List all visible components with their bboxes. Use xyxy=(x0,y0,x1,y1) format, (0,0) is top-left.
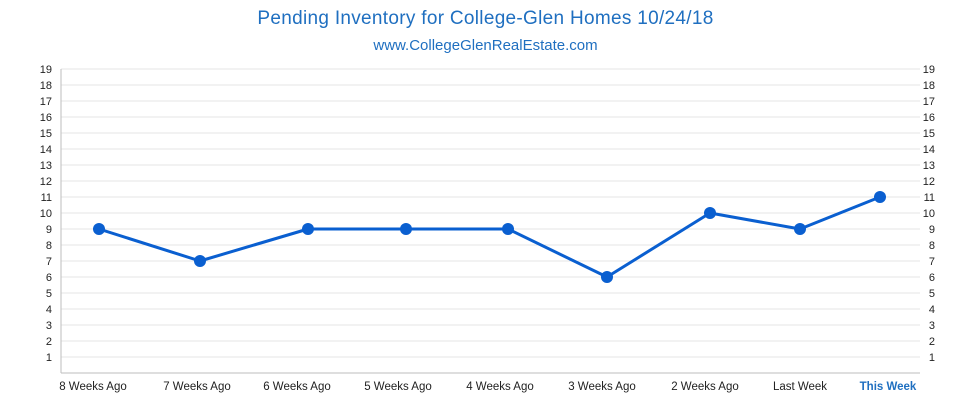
y-tick-label-left: 1 xyxy=(46,352,52,364)
y-tick-label-right: 4 xyxy=(929,304,935,316)
data-point xyxy=(400,223,412,235)
y-tick-label-right: 18 xyxy=(923,80,935,92)
data-point xyxy=(502,223,514,235)
y-tick-label-left: 2 xyxy=(46,336,52,348)
y-tick-label-right: 16 xyxy=(923,112,935,124)
data-point xyxy=(302,223,314,235)
y-tick-label-left: 4 xyxy=(46,304,52,316)
data-point xyxy=(194,255,206,267)
x-tick-label: 3 Weeks Ago xyxy=(568,381,636,393)
x-tick-label: 8 Weeks Ago xyxy=(59,381,127,393)
x-tick-label: 7 Weeks Ago xyxy=(163,381,231,393)
data-point xyxy=(794,223,806,235)
y-tick-label-right: 1 xyxy=(929,352,935,364)
x-axis-ticks: 8 Weeks Ago 7 Weeks Ago 6 Weeks Ago 5 Weeks… xyxy=(59,381,917,393)
chart-title: Pending Inventory for College-Glen Homes… xyxy=(257,8,714,29)
x-tick-label: Last Week xyxy=(773,381,827,393)
y-tick-label-left: 15 xyxy=(40,128,52,140)
y-tick-label-right: 9 xyxy=(929,224,935,236)
y-tick-label-right: 15 xyxy=(923,128,935,140)
y-tick-label-left: 6 xyxy=(46,272,52,284)
chart-subtitle: www.CollegeGlenRealEstate.com xyxy=(373,37,598,54)
y-tick-label-right: 11 xyxy=(924,192,935,204)
x-tick-label: This Week xyxy=(860,381,917,393)
y-tick-label-right: 19 xyxy=(923,64,935,76)
y-tick-label-left: 17 xyxy=(40,96,52,108)
y-tick-label-right: 17 xyxy=(923,96,935,108)
data-point xyxy=(704,207,716,219)
y-tick-label-right: 14 xyxy=(923,144,935,156)
series-pending-inventory xyxy=(93,191,886,283)
y-tick-label-right: 12 xyxy=(923,176,935,188)
x-tick-label: 5 Weeks Ago xyxy=(364,381,432,393)
y-tick-label-left: 14 xyxy=(40,144,52,156)
data-point xyxy=(874,191,886,203)
y-tick-label-right: 6 xyxy=(929,272,935,284)
y-tick-label-left: 12 xyxy=(40,176,52,188)
x-tick-label: 2 Weeks Ago xyxy=(671,381,739,393)
y-tick-label-right: 10 xyxy=(923,208,935,220)
y-tick-label-left: 13 xyxy=(40,160,52,172)
axes xyxy=(60,69,920,374)
y-tick-label-left: 5 xyxy=(46,288,52,300)
gridlines xyxy=(61,68,920,358)
y-tick-label-right: 2 xyxy=(929,336,935,348)
y-tick-label-left: 18 xyxy=(40,80,52,92)
series-line xyxy=(98,195,881,279)
y-tick-label-right: 5 xyxy=(929,288,935,300)
y-tick-label-right: 7 xyxy=(929,256,935,268)
y-tick-label-left: 3 xyxy=(46,320,52,332)
data-point xyxy=(93,223,105,235)
y-tick-label-left: 10 xyxy=(40,208,52,220)
y-tick-label-right: 3 xyxy=(929,320,935,332)
y-tick-label-left: 16 xyxy=(40,112,52,124)
x-tick-label: 4 Weeks Ago xyxy=(466,381,534,393)
y-tick-label-left: 19 xyxy=(40,64,52,76)
y-tick-label-left: 11 xyxy=(41,192,52,204)
x-tick-label: 6 Weeks Ago xyxy=(263,381,331,393)
y-tick-label-right: 13 xyxy=(923,160,935,172)
y-tick-label-left: 7 xyxy=(46,256,52,268)
y-tick-label-left: 9 xyxy=(46,224,52,236)
y-tick-label-right: 8 xyxy=(929,240,935,252)
y-tick-label-left: 8 xyxy=(46,240,52,252)
data-point xyxy=(601,271,613,283)
